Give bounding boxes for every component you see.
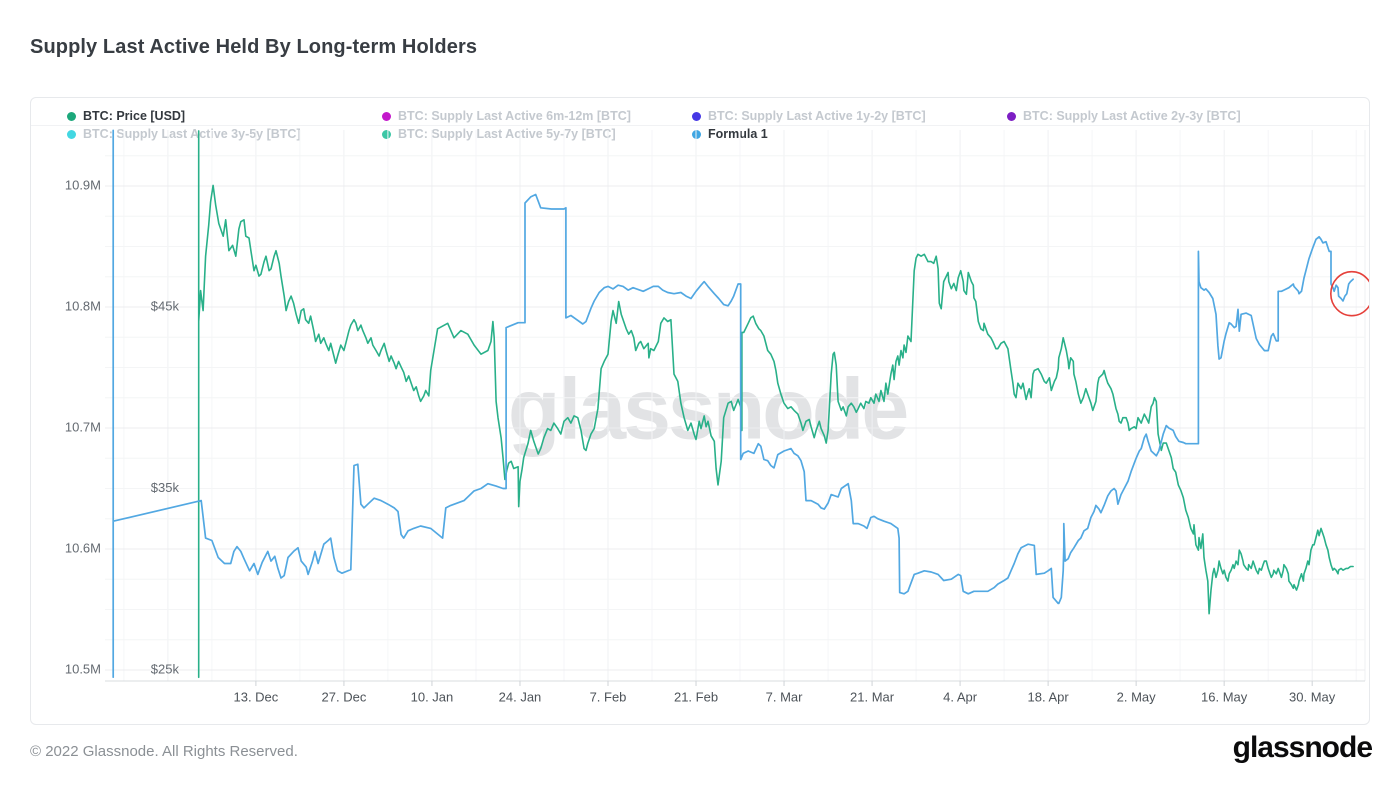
legend-label: BTC: Supply Last Active 2y-3y [BTC] bbox=[1023, 109, 1241, 123]
legend-item-btc-price-usd[interactable]: BTC: Price [USD] bbox=[67, 108, 185, 124]
legend-label: Formula 1 bbox=[708, 127, 768, 141]
x-tick-label: 16. May bbox=[1201, 689, 1248, 704]
x-tick-label: 24. Jan bbox=[499, 689, 542, 704]
legend-item-btc-supply-last-active-3y-5y-btc[interactable]: BTC: Supply Last Active 3y-5y [BTC] bbox=[67, 126, 301, 142]
x-tick-label: 21. Feb bbox=[674, 689, 718, 704]
x-tick-label: 21. Mar bbox=[850, 689, 895, 704]
legend-item-btc-supply-last-active-2y-3y-btc[interactable]: BTC: Supply Last Active 2y-3y [BTC] bbox=[1007, 108, 1241, 124]
y-tick-label-price: $45k bbox=[151, 298, 180, 313]
legend-label: BTC: Price [USD] bbox=[83, 109, 186, 123]
copyright-text: © 2022 Glassnode. All Rights Reserved. bbox=[30, 743, 298, 760]
y-tick-label-supply: 10.9M bbox=[65, 177, 101, 192]
y-tick-label-price: $35k bbox=[151, 480, 180, 495]
legend-item-btc-supply-last-active-5y-7y-btc[interactable]: BTC: Supply Last Active 5y-7y [BTC] bbox=[382, 126, 616, 142]
x-tick-label: 7. Mar bbox=[766, 689, 804, 704]
x-tick-label: 7. Feb bbox=[590, 689, 627, 704]
x-tick-label: 2. May bbox=[1117, 689, 1157, 704]
y-tick-label-supply: 10.8M bbox=[65, 298, 101, 313]
x-tick-label: 10. Jan bbox=[411, 689, 454, 704]
legend-item-btc-supply-last-active-6m-12m-btc[interactable]: BTC: Supply Last Active 6m-12m [BTC] bbox=[382, 108, 631, 124]
glassnode-logo: glassnode bbox=[1232, 731, 1373, 764]
x-tick-label: 30. May bbox=[1289, 689, 1336, 704]
x-tick-label: 27. Dec bbox=[322, 689, 367, 704]
x-tick-label: 13. Dec bbox=[233, 689, 278, 704]
chart-card: BTC: Price [USD] BTC: Supply Last Active … bbox=[30, 97, 1370, 725]
y-tick-label-supply: 10.7M bbox=[65, 419, 101, 434]
legend-item-btc-supply-last-active-1y-2y-btc[interactable]: BTC: Supply Last Active 1y-2y [BTC] bbox=[692, 108, 926, 124]
legend-dot-icon bbox=[382, 111, 391, 121]
chart-plot-area[interactable]: 13. Dec 27. Dec 10. Jan 24. Jan 7. Feb 21. Fe… bbox=[31, 98, 1369, 725]
x-tick-label: 18. Apr bbox=[1028, 689, 1070, 704]
series-line-btc-price-usd bbox=[197, 130, 1354, 679]
legend-dot-icon bbox=[67, 111, 76, 121]
legend-label: BTC: Supply Last Active 6m-12m [BTC] bbox=[398, 109, 631, 123]
legend-label: BTC: Supply Last Active 5y-7y [BTC] bbox=[398, 127, 616, 141]
legend-dot-icon bbox=[1007, 111, 1016, 121]
y-tick-label-price: $25k bbox=[151, 661, 180, 676]
series-line-formula-1 bbox=[112, 129, 1354, 679]
x-tick-label: 4. Apr bbox=[943, 689, 978, 704]
highlight-circle-annotation bbox=[1330, 270, 1369, 317]
legend-label: BTC: Supply Last Active 3y-5y [BTC] bbox=[83, 127, 301, 141]
legend-dot-icon bbox=[67, 129, 76, 139]
legend-dot-icon bbox=[382, 129, 391, 139]
legend-dot-icon bbox=[692, 111, 701, 121]
y-tick-label-supply: 10.6M bbox=[65, 540, 101, 555]
legend-label: BTC: Supply Last Active 1y-2y [BTC] bbox=[708, 109, 926, 123]
legend-divider bbox=[31, 125, 1369, 126]
y-tick-label-supply: 10.5M bbox=[65, 661, 101, 676]
page-title: Supply Last Active Held By Long-term Hol… bbox=[30, 36, 478, 58]
